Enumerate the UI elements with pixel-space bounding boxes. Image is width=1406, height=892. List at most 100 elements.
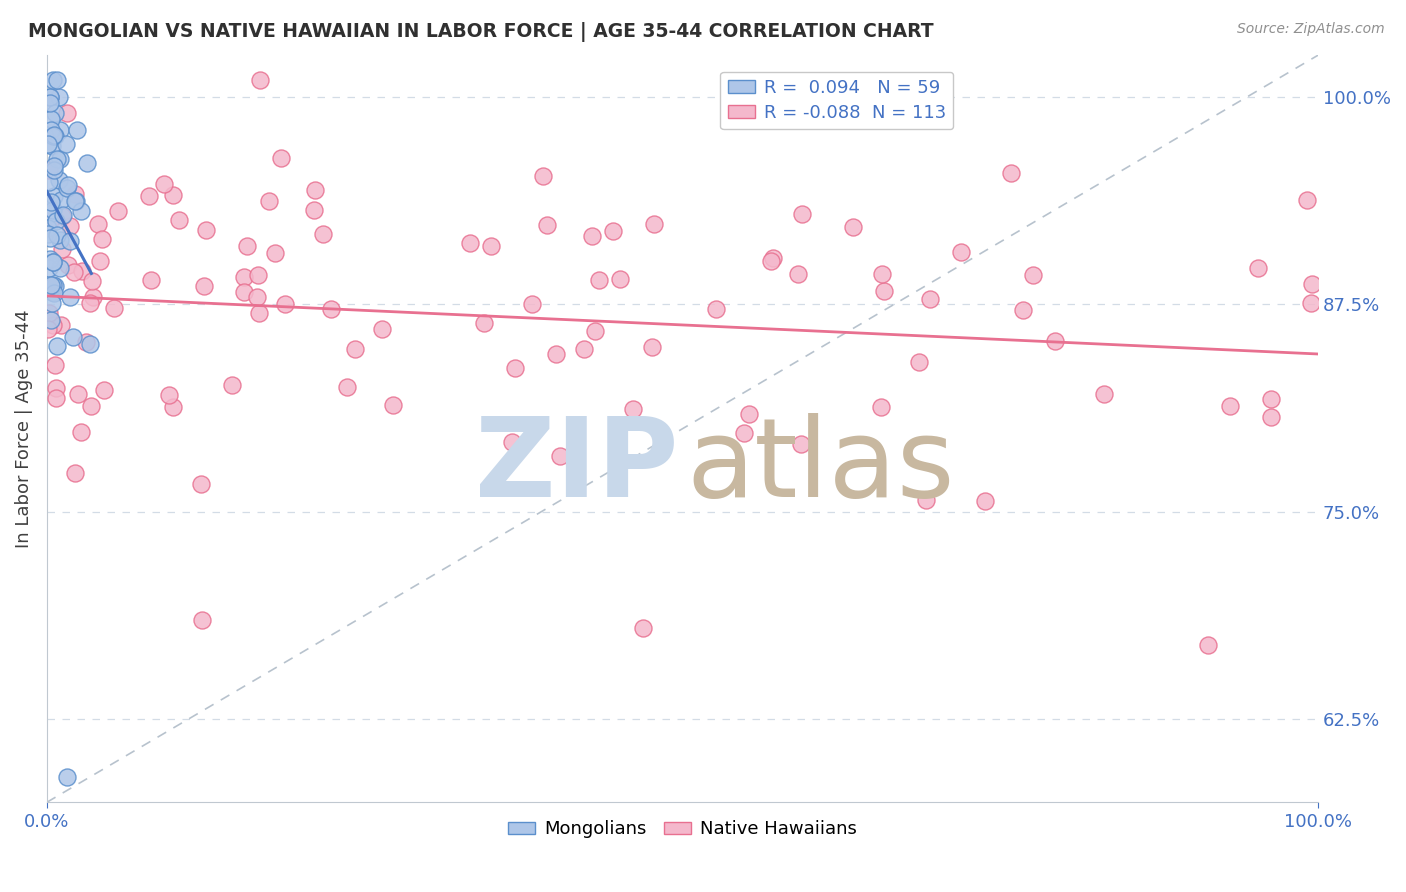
Point [44, 159, 66, 173]
Point [344, 343, 367, 357]
Point [51, 242, 73, 256]
Point [918, 292, 941, 306]
Point [65, 194, 87, 208]
Point [1000, 166, 1022, 180]
Point [546, 346, 568, 360]
Text: atlas: atlas [686, 413, 955, 519]
Point [59, 234, 82, 248]
Point [790, 437, 813, 451]
Point [236, 238, 259, 252]
Point [1260, 392, 1282, 406]
Point [249, 73, 271, 87]
Point [221, 377, 243, 392]
Point [56, 180, 79, 194]
Point [49, 233, 72, 247]
Point [643, 217, 665, 231]
Point [1247, 261, 1270, 276]
Point [70, 425, 93, 440]
Point [39, 194, 62, 209]
Point [973, 493, 995, 508]
Point [141, 273, 163, 287]
Point [870, 400, 893, 414]
Point [907, 354, 929, 368]
Point [48, 172, 70, 186]
Point [59, 290, 82, 304]
Point [80, 399, 103, 413]
Point [42, 189, 65, 203]
Y-axis label: In Labor Force | Age 35-44: In Labor Force | Age 35-44 [15, 310, 32, 548]
Point [46, 153, 69, 167]
Point [1301, 295, 1323, 310]
Point [76, 156, 98, 170]
Point [38, 252, 60, 266]
Point [738, 407, 761, 421]
Point [45, 228, 67, 243]
Point [759, 253, 782, 268]
Point [257, 194, 280, 208]
Point [38, 231, 60, 245]
Point [190, 613, 212, 627]
Point [621, 401, 644, 416]
Point [39, 95, 62, 110]
Point [44, 358, 66, 372]
Point [233, 270, 256, 285]
Point [49, 193, 72, 207]
Point [872, 268, 894, 282]
Point [59, 219, 82, 234]
Point [609, 272, 631, 286]
Point [1219, 400, 1241, 414]
Point [38, 163, 60, 178]
Point [41, 73, 63, 87]
Point [152, 178, 174, 192]
Point [1012, 303, 1035, 318]
Point [162, 187, 184, 202]
Point [45, 73, 67, 87]
Point [56, 770, 79, 784]
Point [41, 281, 63, 295]
Point [193, 279, 215, 293]
Point [914, 493, 936, 508]
Point [39, 277, 62, 292]
Point [949, 245, 972, 260]
Point [49, 123, 72, 137]
Point [583, 324, 606, 338]
Point [536, 218, 558, 232]
Point [42, 128, 65, 142]
Point [641, 340, 664, 354]
Point [1092, 386, 1115, 401]
Point [41, 296, 63, 310]
Point [44, 278, 66, 293]
Point [38, 175, 60, 189]
Point [1022, 268, 1045, 282]
Point [63, 265, 86, 279]
Point [37, 322, 59, 336]
Point [503, 360, 526, 375]
Point [39, 89, 62, 103]
Point [93, 383, 115, 397]
Point [38, 306, 60, 320]
Point [41, 318, 63, 333]
Point [602, 224, 624, 238]
Point [45, 214, 67, 228]
Point [42, 163, 65, 178]
Point [41, 129, 63, 144]
Point [41, 254, 63, 268]
Point [319, 302, 342, 317]
Point [190, 476, 212, 491]
Point [41, 122, 63, 136]
Point [82, 290, 104, 304]
Point [66, 123, 89, 137]
Point [169, 213, 191, 227]
Point [90, 232, 112, 246]
Point [1260, 410, 1282, 425]
Point [531, 169, 554, 183]
Text: ZIP: ZIP [475, 413, 679, 519]
Point [39, 312, 62, 326]
Point [270, 151, 292, 165]
Point [51, 210, 73, 224]
Point [80, 274, 103, 288]
Point [46, 339, 69, 353]
Point [733, 426, 755, 441]
Text: MONGOLIAN VS NATIVE HAWAIIAN IN LABOR FORCE | AGE 35-44 CORRELATION CHART: MONGOLIAN VS NATIVE HAWAIIAN IN LABOR FO… [28, 22, 934, 42]
Point [45, 381, 67, 395]
